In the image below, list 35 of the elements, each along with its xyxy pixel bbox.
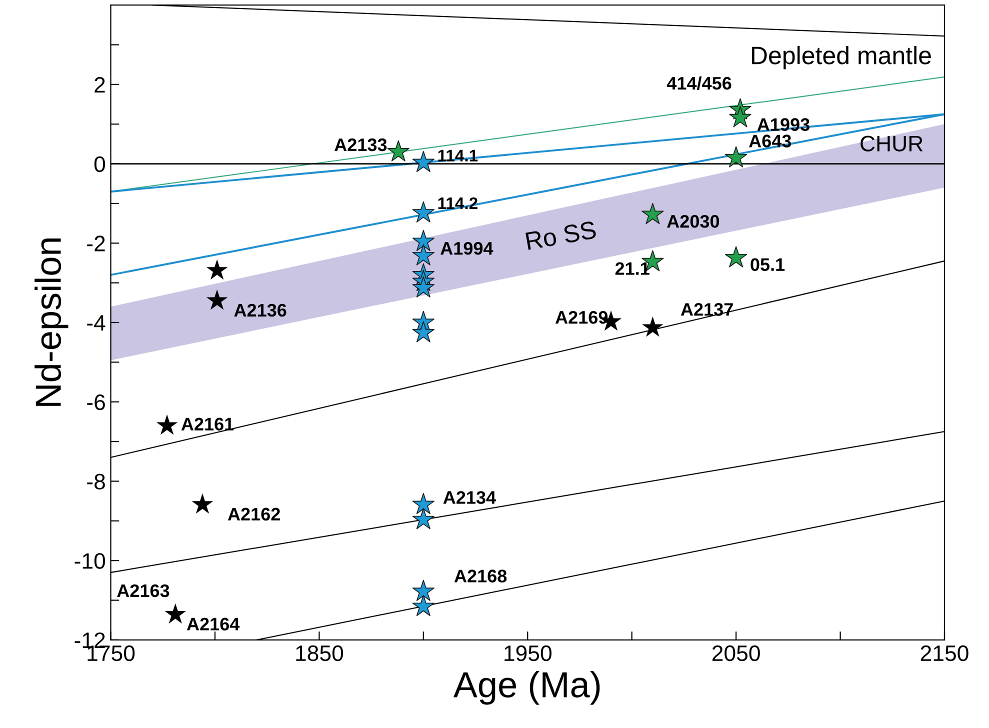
annotation: A2162 <box>228 508 280 521</box>
series-label: Depleted mantle <box>752 46 931 70</box>
x-axis-title: Age (Ma) <box>453 671 600 705</box>
y-tick-label: -2 <box>87 236 105 252</box>
annotation: 05.1 <box>750 258 785 272</box>
annotation: A2168 <box>454 570 507 582</box>
x-tick-label: 2050 <box>712 645 760 662</box>
y-tick-label: 0 <box>94 156 106 172</box>
annotation: 414/456 <box>666 76 732 90</box>
y-tick-label: -6 <box>87 394 105 410</box>
y-axis-title: Nd-epsilon <box>34 238 68 406</box>
ref-line-label: CHUR <box>860 136 923 152</box>
annotation: A2137 <box>680 303 733 316</box>
x-tick-label: 2150 <box>920 645 968 662</box>
y-tick-label: -10 <box>74 553 106 569</box>
annotation: A2164 <box>186 618 240 630</box>
annotation: A2161 <box>181 418 234 431</box>
annotation: A2134 <box>443 491 496 504</box>
annotation: A1993 <box>757 118 810 131</box>
x-tick-label: 1950 <box>504 645 552 662</box>
annotation: 114.1 <box>438 150 478 162</box>
annotation: A2133 <box>334 138 387 152</box>
series-label: Ro SS <box>526 220 597 250</box>
annotation: A2163 <box>117 584 170 598</box>
annotation: A2169 <box>555 310 608 324</box>
y-tick-label: -4 <box>87 315 106 331</box>
annotation: A643 <box>749 134 792 148</box>
y-tick-label: -8 <box>87 474 105 490</box>
y-tick-label: 2 <box>94 76 105 92</box>
annotation: A2030 <box>667 214 720 228</box>
annotation: A1994 <box>440 242 494 255</box>
annotation: 114.2 <box>438 197 478 209</box>
annotation: 21.1 <box>615 262 650 275</box>
annotation: A2136 <box>234 304 286 317</box>
x-tick-label: 1850 <box>296 645 344 662</box>
